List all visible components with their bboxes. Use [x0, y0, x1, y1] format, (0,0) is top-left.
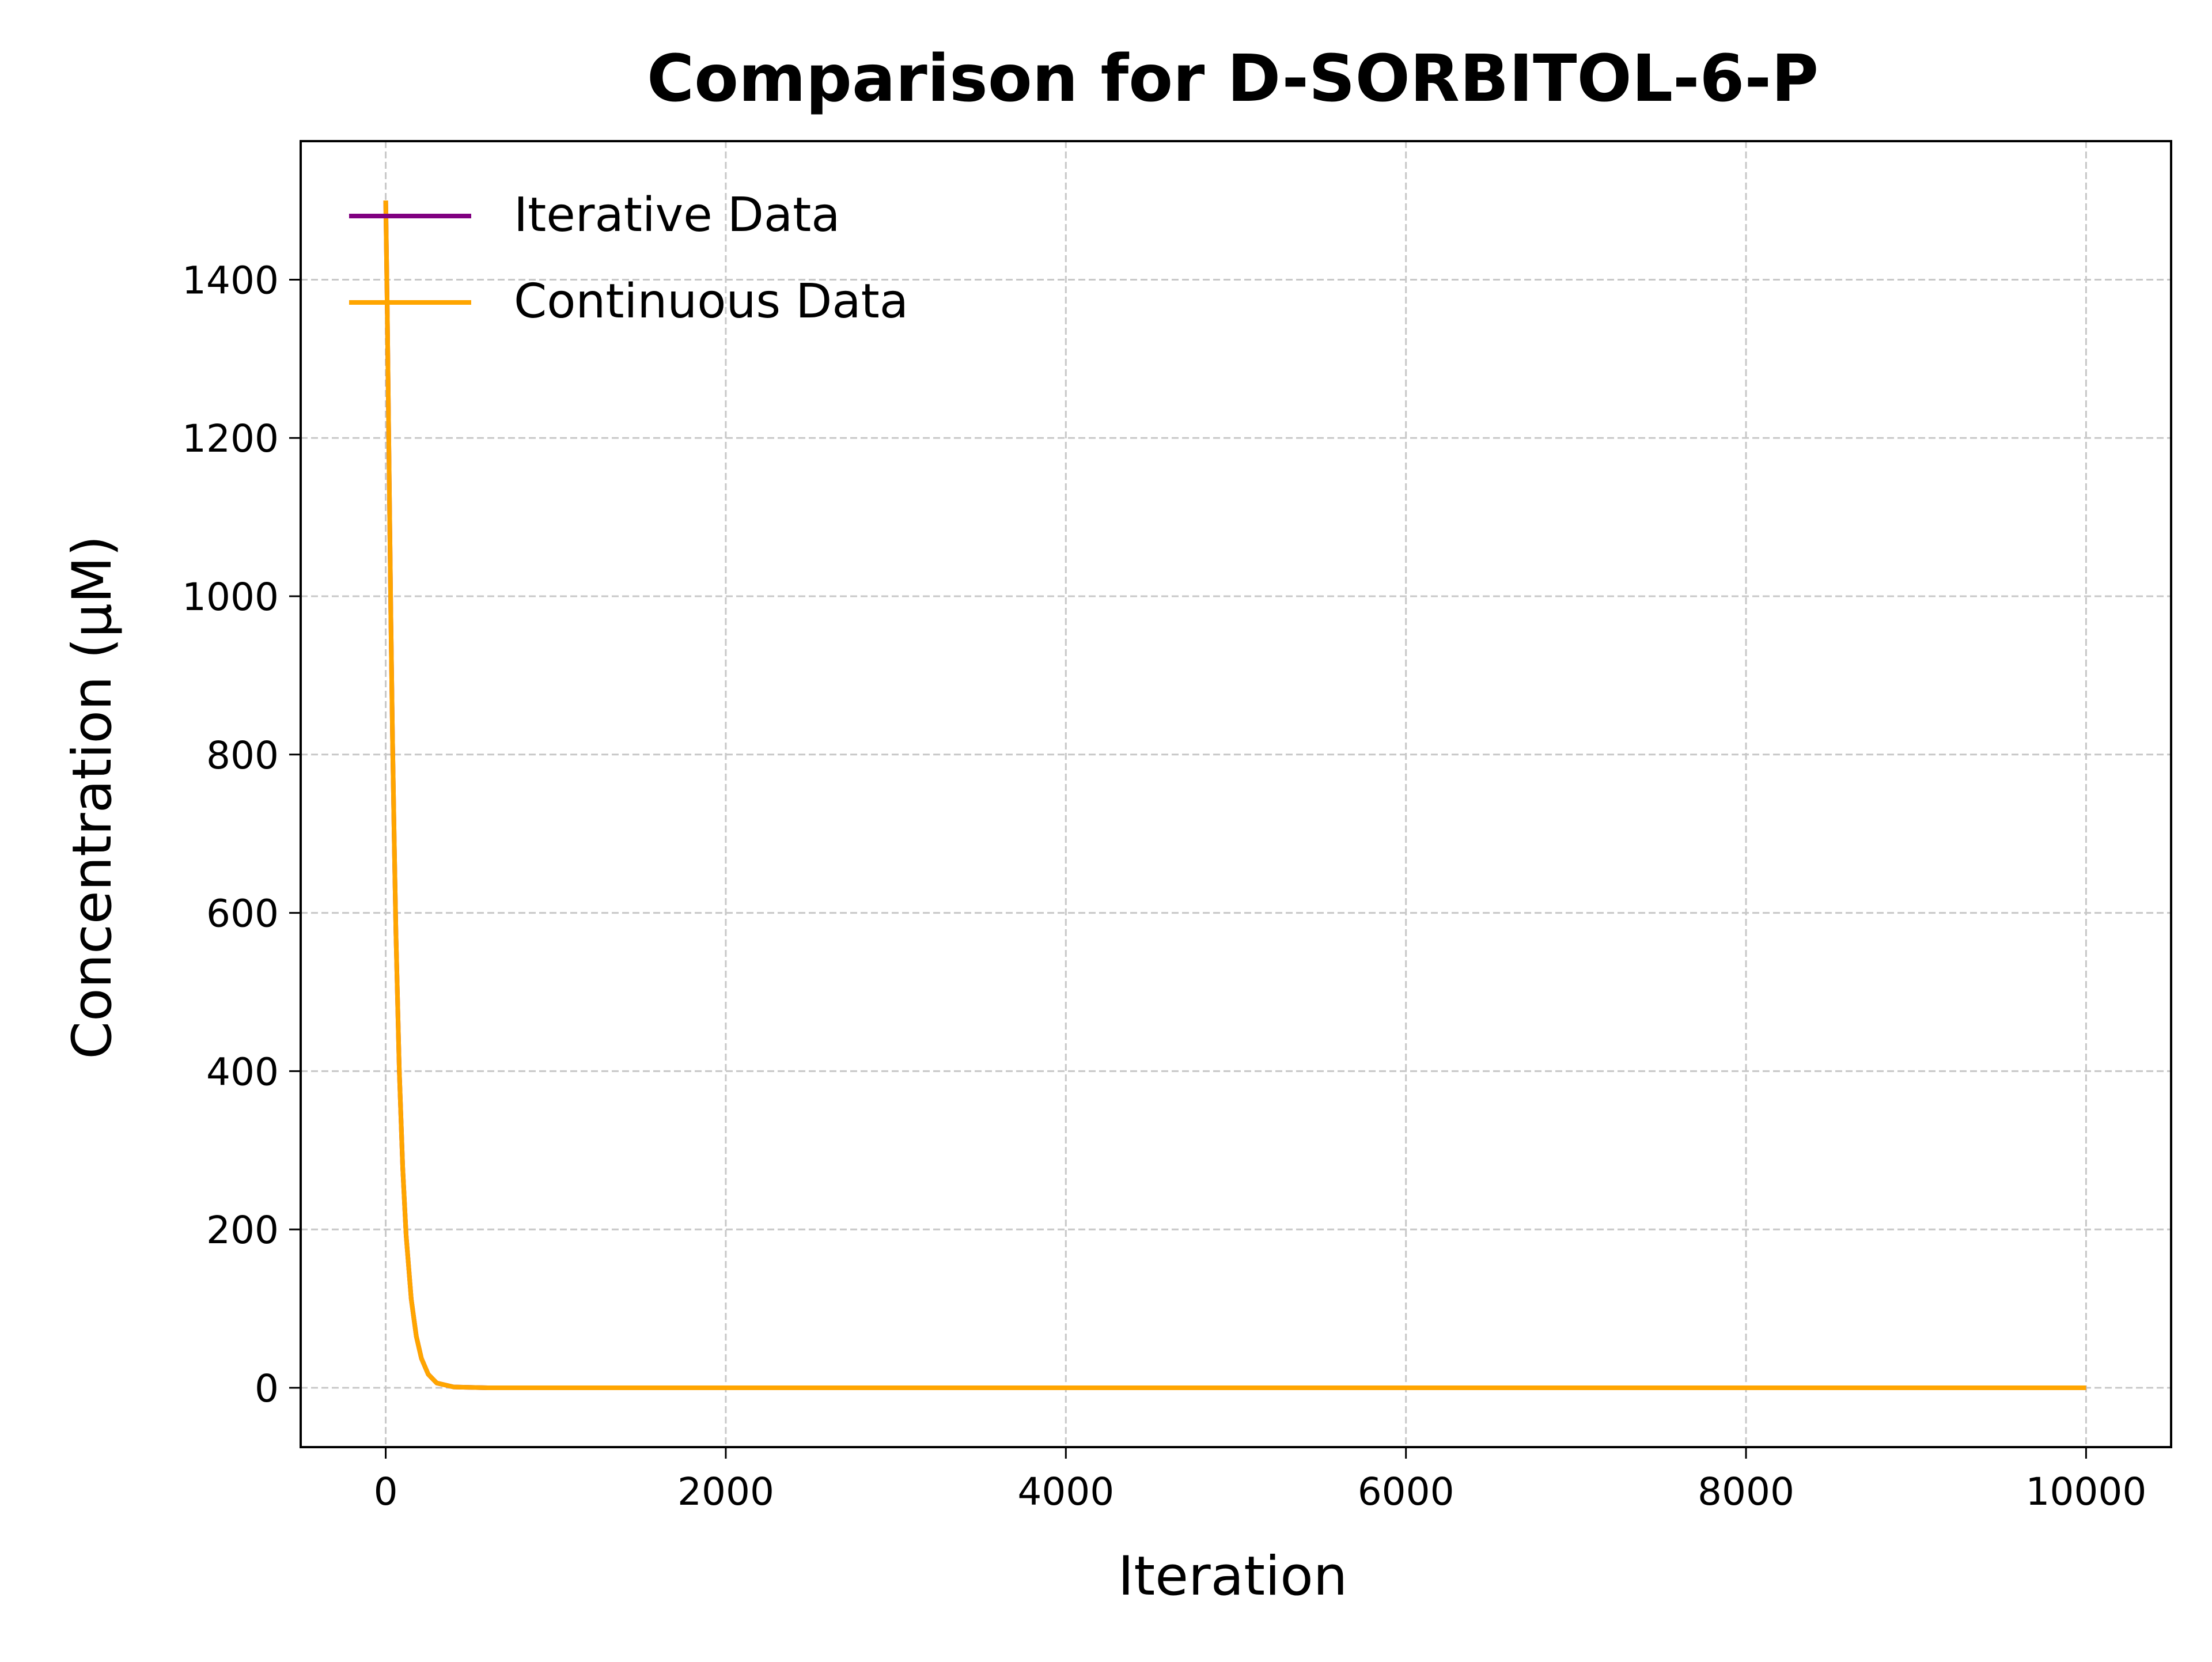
- x-axis-label: Iteration: [1118, 1545, 1348, 1608]
- x-tick-label: 2000: [677, 1470, 774, 1514]
- y-tick-label: 400: [206, 1050, 279, 1094]
- series-line-continuous: [383, 200, 2086, 1390]
- grid-lines: [301, 141, 2171, 1447]
- y-tick-label: 800: [206, 733, 279, 778]
- series-lines: [383, 200, 2086, 1390]
- y-tick-label: 1400: [182, 258, 279, 302]
- y-tick-label: 0: [255, 1366, 279, 1411]
- x-tick-label: 8000: [1698, 1470, 1794, 1514]
- y-tick-label: 200: [206, 1208, 279, 1252]
- x-tick-label: 0: [374, 1470, 398, 1514]
- x-tick-label: 4000: [1017, 1470, 1114, 1514]
- x-tick-label: 10000: [2025, 1470, 2146, 1514]
- chart-title: Comparison for D-SORBITOL-6-P: [647, 41, 1819, 116]
- y-tick-label: 600: [206, 892, 279, 936]
- legend: Iterative Data Continuous Data: [349, 188, 908, 329]
- legend-label: Iterative Data: [514, 188, 840, 243]
- y-tick-label: 1200: [182, 417, 279, 461]
- plot-frame: [300, 140, 2172, 1448]
- legend-label: Continuous Data: [514, 274, 908, 329]
- x-tick-label: 6000: [1358, 1470, 1455, 1514]
- y-axis-label: Concentration (μM): [61, 535, 124, 1059]
- y-tick-label: 1000: [182, 575, 279, 619]
- axis-ticks: 0 2000 4000 6000 8000 10000 0 200 400 600 800 1000 1…: [182, 258, 2146, 1514]
